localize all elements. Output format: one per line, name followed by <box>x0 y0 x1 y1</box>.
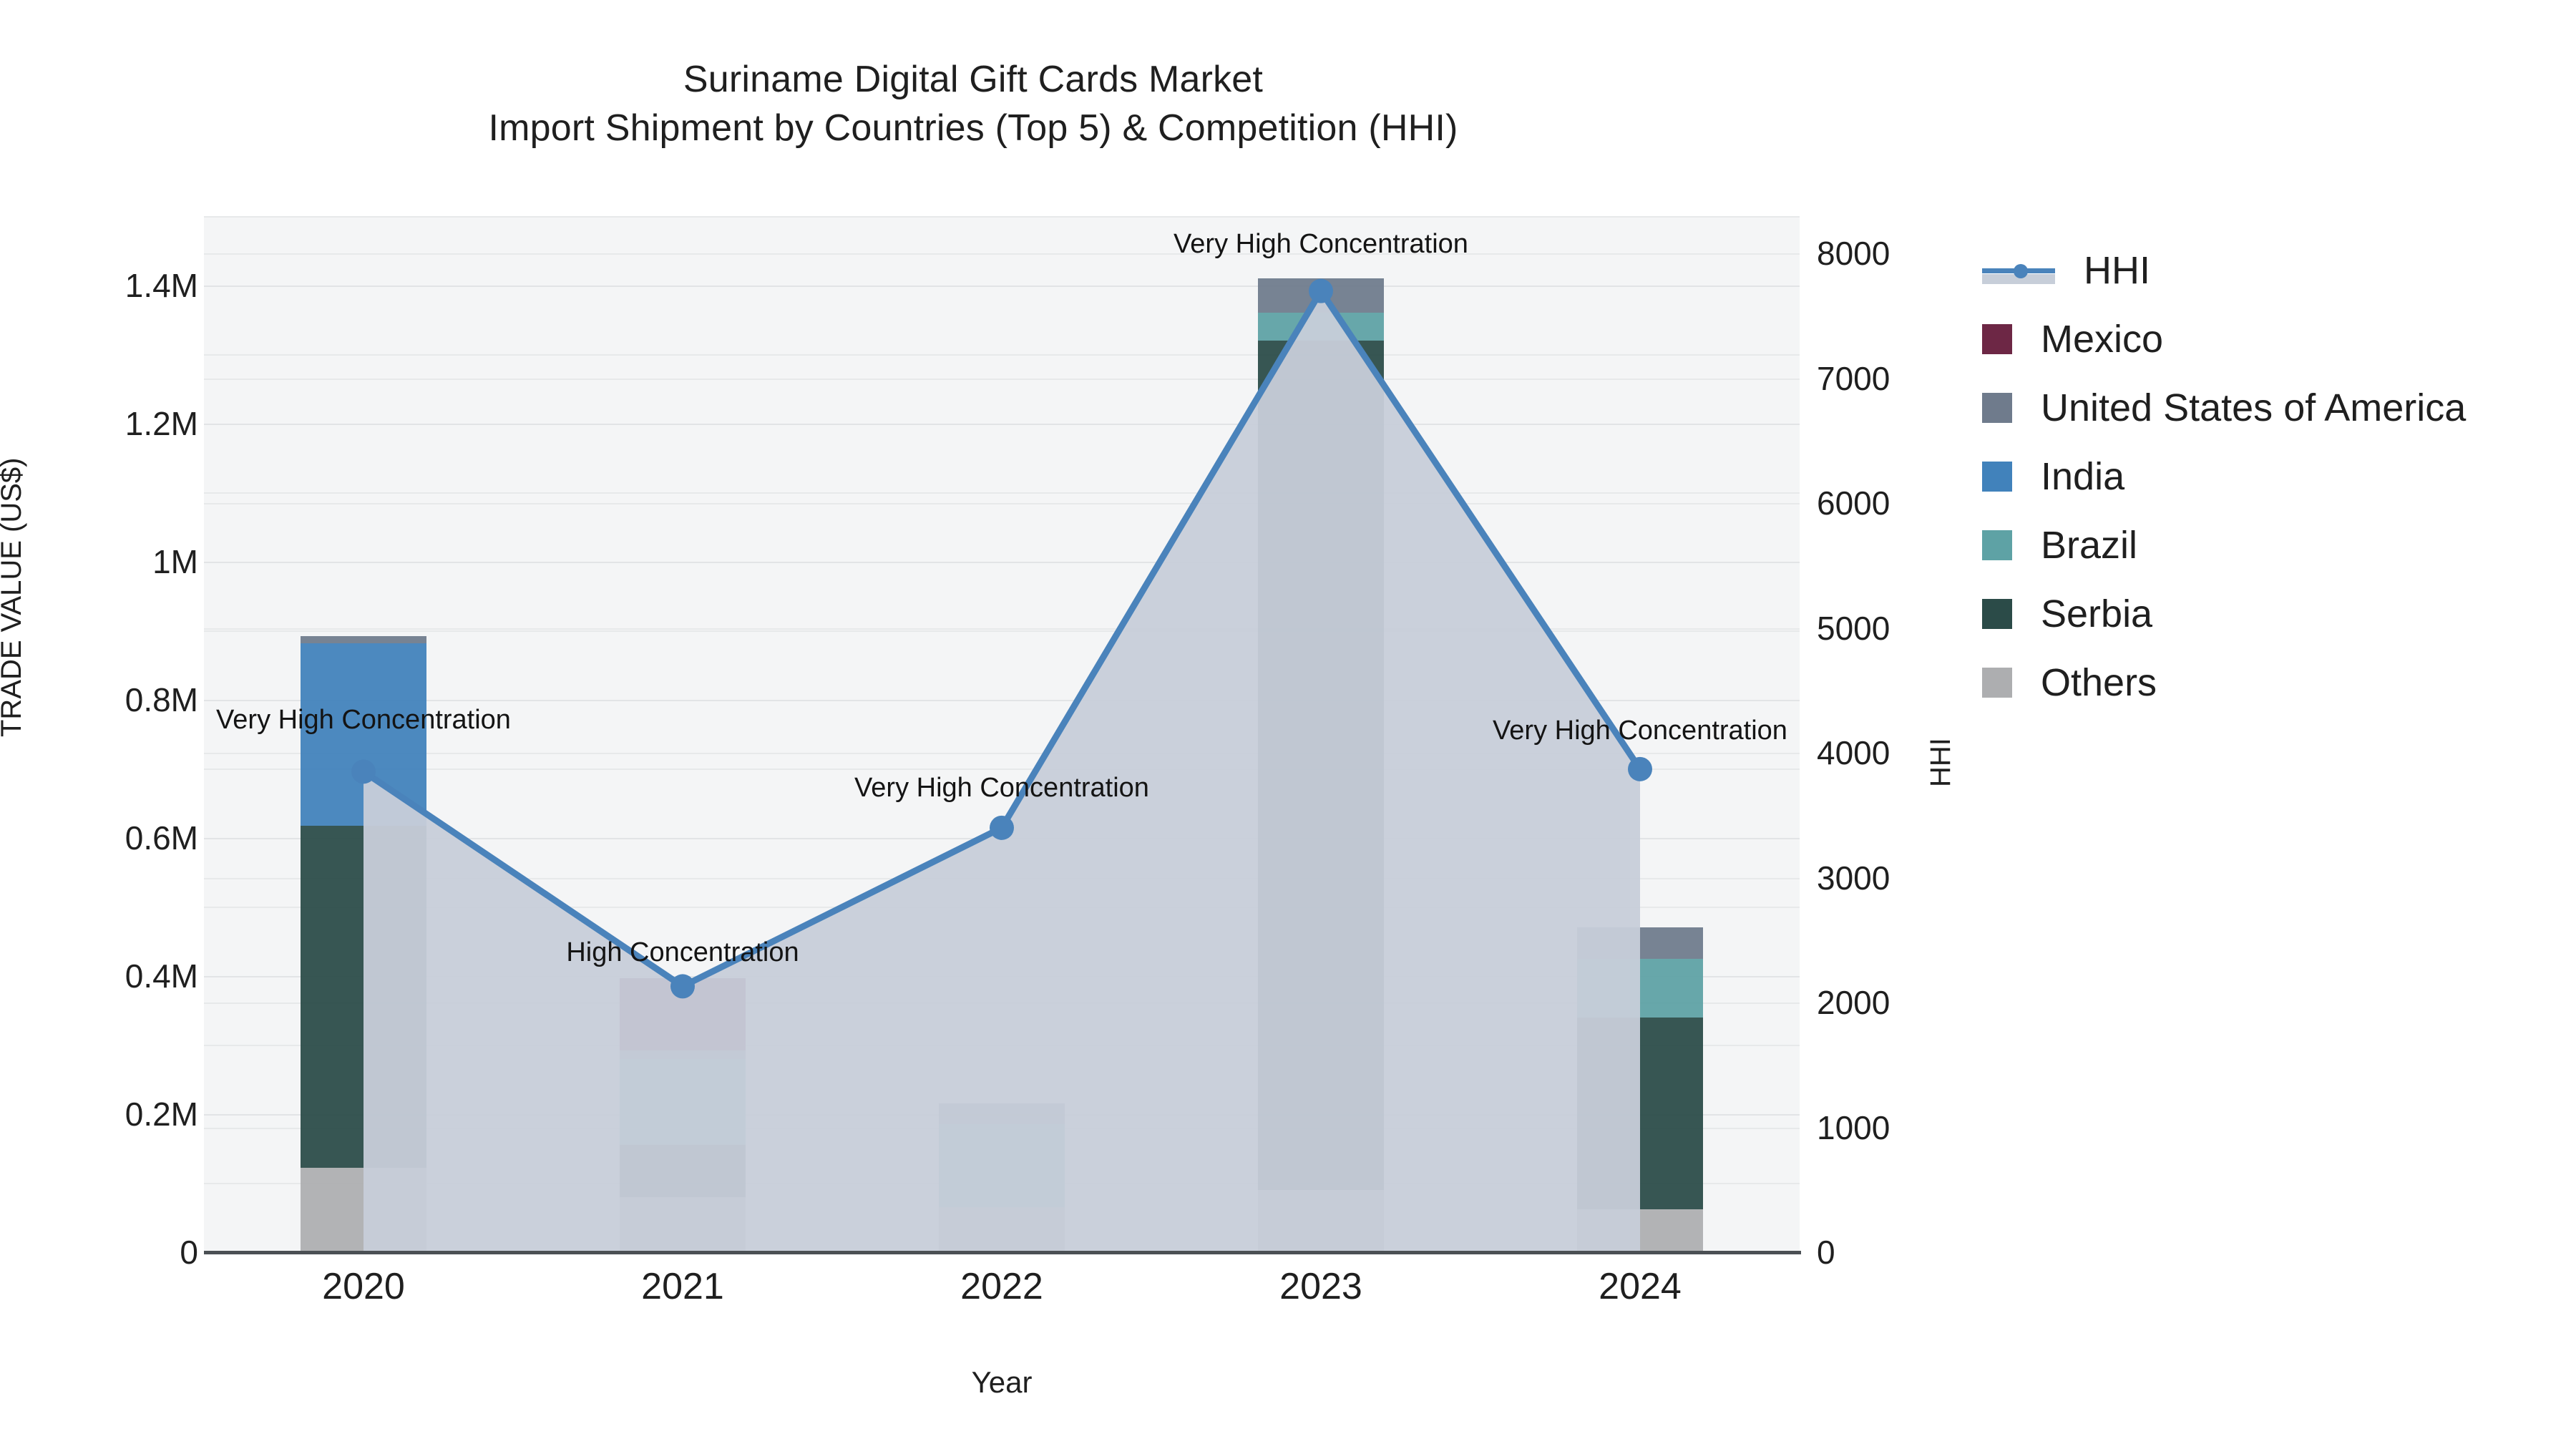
legend-item[interactable]: Brazil <box>1982 511 2466 580</box>
legend-item[interactable]: India <box>1982 442 2466 511</box>
legend-item-label: India <box>2041 455 2125 498</box>
y-axis-left-tick-label: 0.6M <box>125 819 198 857</box>
x-axis-title: Year <box>971 1365 1033 1399</box>
x-axis-tick-label: 2024 <box>1599 1266 1682 1307</box>
hhi-line-overlay <box>364 291 1640 1252</box>
legend-item-label: Others <box>2041 661 2157 704</box>
gridline <box>204 628 1800 630</box>
legend-line-marker-icon <box>1982 255 2055 286</box>
legend-swatch-icon <box>1982 530 2012 560</box>
gridline <box>204 216 1800 218</box>
concentration-annotation: Very High Concentration <box>1493 716 1787 746</box>
legend-item-label: Serbia <box>2041 592 2153 635</box>
legend-swatch-icon <box>1982 324 2012 354</box>
gridline <box>204 630 1800 633</box>
x-axis-tick-label: 2023 <box>1279 1266 1362 1307</box>
hhi-data-point[interactable] <box>670 974 695 999</box>
hhi-data-point[interactable] <box>1628 756 1652 781</box>
gridline <box>204 285 1800 287</box>
legend-item[interactable]: Serbia <box>1982 580 2466 648</box>
gridline <box>204 423 1800 425</box>
y-axis-right-title: HHI <box>1925 738 1956 787</box>
x-axis-line <box>204 1251 1801 1254</box>
y-axis-left-tick-label: 0 <box>180 1234 198 1271</box>
bar-segment[interactable] <box>301 635 426 643</box>
gridline <box>204 253 1800 255</box>
gridline <box>204 561 1800 563</box>
y-axis-right-tick-label: 8000 <box>1817 235 1890 273</box>
hhi-data-point[interactable] <box>990 815 1014 840</box>
concentration-annotation: Very High Concentration <box>216 705 511 735</box>
y-axis-left-title: TRADE VALUE (US$) <box>0 457 27 737</box>
hhi-line[interactable] <box>361 288 1643 990</box>
concentration-annotation: High Concentration <box>566 937 799 967</box>
hhi-line-top-layer <box>351 278 1652 999</box>
y-axis-right-tick-label: 5000 <box>1817 609 1890 647</box>
legend-item[interactable]: Mexico <box>1982 305 2466 374</box>
y-axis-right-tick-label: 4000 <box>1817 734 1890 772</box>
y-axis-left-tick-label: 1.4M <box>125 266 198 304</box>
y-axis-right-tick-label: 2000 <box>1817 984 1890 1022</box>
chart-title-line-2: Import Shipment by Countries (Top 5) & C… <box>488 107 1458 149</box>
y-axis-left-tick-label: 0.4M <box>125 957 198 995</box>
legend-item-label: HHI <box>2084 249 2150 292</box>
y-axis-left-tick-label: 1.2M <box>125 404 198 442</box>
x-axis-tick-label: 2022 <box>960 1266 1043 1307</box>
gridline <box>204 354 1800 356</box>
y-axis-left-tick-label: 1M <box>152 542 198 580</box>
legend-swatch-icon <box>1982 462 2012 492</box>
y-axis-right-tick-label: 3000 <box>1817 859 1890 897</box>
hhi-data-point[interactable] <box>351 759 376 784</box>
y-axis-right-tick-label: 7000 <box>1817 359 1890 397</box>
legend-item-label: Mexico <box>2041 318 2164 361</box>
gridline <box>204 492 1800 494</box>
gridline <box>204 753 1800 755</box>
concentration-annotation: Very High Concentration <box>854 773 1149 803</box>
gridline <box>204 503 1800 505</box>
y-axis-right-tick-label: 1000 <box>1817 1108 1890 1146</box>
y-axis-right-tick-label: 0 <box>1817 1234 1835 1271</box>
legend-item[interactable]: HHI <box>1982 236 2466 305</box>
legend-item-label: Brazil <box>2041 524 2138 567</box>
legend-item-label: United States of America <box>2041 386 2467 429</box>
legend-item[interactable]: United States of America <box>1982 374 2466 442</box>
hhi-data-point[interactable] <box>1309 278 1333 303</box>
plot-inner <box>204 216 1800 1252</box>
plot-area <box>204 216 1800 1252</box>
legend-swatch-icon <box>1982 668 2012 698</box>
legend-swatch-icon <box>1982 393 2012 423</box>
legend-item[interactable]: Others <box>1982 648 2466 717</box>
gridline <box>204 769 1800 771</box>
chart-title-line-1: Suriname Digital Gift Cards Market <box>683 59 1264 100</box>
gridline <box>204 699 1800 701</box>
gridline <box>204 378 1800 380</box>
x-axis-tick-label: 2020 <box>322 1266 405 1307</box>
concentration-annotation: Very High Concentration <box>1174 229 1468 259</box>
legend: HHI Mexico United States of America India Br… <box>1982 236 2466 717</box>
legend-swatch-icon <box>1982 599 2012 629</box>
y-axis-right-tick-label: 6000 <box>1817 484 1890 522</box>
chart-title: Suriname Digital Gift Cards Market Impor… <box>0 56 1946 152</box>
x-axis-tick-label: 2021 <box>641 1266 724 1307</box>
y-axis-left-tick-label: 0.2M <box>125 1095 198 1133</box>
hhi-area-fill <box>364 291 1640 1252</box>
y-axis-left-tick-label: 0.8M <box>125 680 198 718</box>
